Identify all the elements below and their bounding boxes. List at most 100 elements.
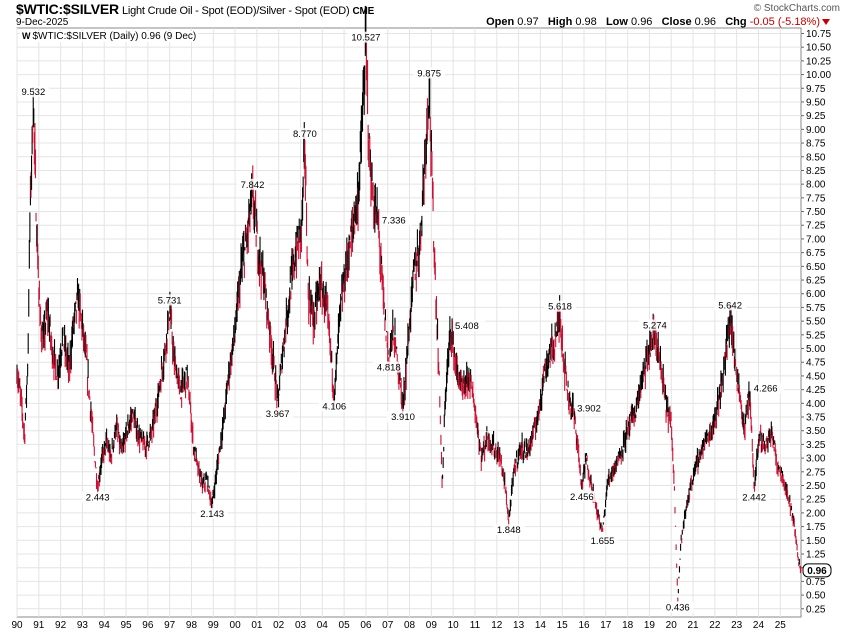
y-tick-label: 3.25 xyxy=(806,440,826,451)
x-tick-label: 05 xyxy=(339,620,351,631)
price-series xyxy=(16,5,802,602)
x-tick-label: 94 xyxy=(99,620,111,631)
x-tick-label: 14 xyxy=(535,620,547,631)
x-tick-label: 02 xyxy=(273,620,285,631)
peak-label: 5.618 xyxy=(548,302,572,313)
annotation-bg xyxy=(492,524,525,536)
x-tick-label: 97 xyxy=(164,620,176,631)
x-tick-label: 24 xyxy=(753,620,765,631)
annotation-bg xyxy=(261,408,294,420)
y-tick-label: 10.25 xyxy=(806,56,831,67)
peak-label: 2.456 xyxy=(570,492,594,503)
x-tick-label: 15 xyxy=(557,620,569,631)
annotation-bg xyxy=(452,320,485,332)
y-tick-label: 8.75 xyxy=(806,139,826,150)
peak-label: 7.336 xyxy=(382,216,406,227)
x-tick-label: 95 xyxy=(120,620,132,631)
peak-label: 8.770 xyxy=(293,129,317,140)
chart-legend: W $WTIC:$SILVER (Daily) 0.96 (9 Dec) xyxy=(20,31,199,42)
peak-label: 0.436 xyxy=(666,603,690,614)
y-tick-label: 5.00 xyxy=(806,344,826,355)
annotation-bg xyxy=(81,491,114,503)
annotation-bg xyxy=(153,294,186,306)
peak-label: 2.442 xyxy=(742,493,766,504)
y-tick-label: 2.50 xyxy=(806,481,826,492)
annotation-bg xyxy=(318,400,351,412)
y-tick-label: 5.25 xyxy=(806,330,826,341)
close-value: 0.96 xyxy=(694,16,717,28)
brand-label: © StockCharts.com xyxy=(753,3,840,14)
x-tick-label: 10 xyxy=(448,620,460,631)
x-tick-label: 20 xyxy=(666,620,678,631)
x-tick-label: 00 xyxy=(230,620,242,631)
x-tick-label: 92 xyxy=(55,620,67,631)
y-tick-label: 8.00 xyxy=(806,180,826,191)
x-tick-label: 18 xyxy=(622,620,634,631)
annotation-bg xyxy=(714,299,747,311)
low-value: 0.96 xyxy=(631,16,653,28)
x-tick-label: 23 xyxy=(731,620,743,631)
peak-label: 3.967 xyxy=(266,409,290,420)
peak-label: 5.408 xyxy=(455,321,479,332)
y-tick-label: 7.25 xyxy=(806,221,826,232)
x-tick-label: 12 xyxy=(491,620,503,631)
x-tick-label: 17 xyxy=(600,620,612,631)
peak-label: 3.902 xyxy=(577,404,601,415)
annotation-bg xyxy=(738,491,771,503)
y-tick-label: 0.25 xyxy=(806,604,826,615)
y-tick-label: 4.00 xyxy=(806,399,826,410)
peak-label: 4.818 xyxy=(377,362,401,373)
chg-value: -0.05 (-5.18%) xyxy=(749,16,820,28)
x-tick-label: 93 xyxy=(77,620,89,631)
x-tick-label: 91 xyxy=(33,620,45,631)
x-tick-label: 11 xyxy=(470,620,481,631)
x-tick-label: 06 xyxy=(360,620,372,631)
y-tick-label: 2.00 xyxy=(806,508,826,519)
annotation-bg xyxy=(544,300,577,312)
x-tick-label: 22 xyxy=(709,620,721,631)
x-tick-label: 21 xyxy=(687,620,699,631)
y-tick-label: 4.50 xyxy=(806,371,826,382)
symbol-description: Light Crude Oil - Spot (EOD)/Silver - Sp… xyxy=(121,5,350,17)
peak-label: 3.910 xyxy=(391,412,415,423)
annotation-bg xyxy=(347,31,385,43)
x-tick-label: 07 xyxy=(382,620,394,631)
y-tick-label: 3.75 xyxy=(806,413,826,424)
high-label: High xyxy=(547,16,573,28)
y-tick-label: 7.50 xyxy=(806,207,826,218)
y-tick-label: 6.25 xyxy=(806,276,826,287)
peak-label: 9.875 xyxy=(417,68,441,79)
y-tick-label: 3.50 xyxy=(806,426,826,437)
y-tick-label: 4.25 xyxy=(806,385,826,396)
annotation-bg xyxy=(236,178,269,190)
annotation-bg xyxy=(751,382,784,394)
y-tick-label: 2.75 xyxy=(806,467,826,478)
y-tick-label: 2.25 xyxy=(806,495,826,506)
x-tick-label: 99 xyxy=(208,620,220,631)
annotation-bg xyxy=(288,127,321,139)
x-tick-label: 16 xyxy=(578,620,590,631)
y-tick-label: 10.50 xyxy=(806,43,831,54)
peak-label: 2.443 xyxy=(86,493,110,504)
y-tick-label: 10.00 xyxy=(806,70,831,81)
y-tick-label: 4.75 xyxy=(806,358,826,369)
y-tick-label: 7.75 xyxy=(806,193,826,204)
chart-date: 9-Dec-2025 xyxy=(16,17,69,28)
exchange-label: CME xyxy=(352,6,375,17)
y-tick-label: 10.75 xyxy=(806,29,831,40)
y-tick-label: 0.50 xyxy=(806,591,826,602)
annotation-bg xyxy=(575,402,608,414)
peak-label: 5.731 xyxy=(158,295,182,306)
peak-label: 7.842 xyxy=(241,180,265,191)
y-tick-label: 6.50 xyxy=(806,262,826,273)
y-tick-label: 9.00 xyxy=(806,125,826,136)
symbol-text: $WTIC:$SILVER xyxy=(16,1,119,17)
y-tick-label: 1.50 xyxy=(806,536,826,547)
peak-label: 4.106 xyxy=(322,402,346,413)
legend-text: $WTIC:$SILVER (Daily) 0.96 (9 Dec) xyxy=(32,31,197,42)
y-tick-label: 5.75 xyxy=(806,303,826,314)
annotation-bg xyxy=(638,319,671,331)
x-tick-label: 08 xyxy=(404,620,416,631)
x-tick-label: 19 xyxy=(644,620,656,631)
